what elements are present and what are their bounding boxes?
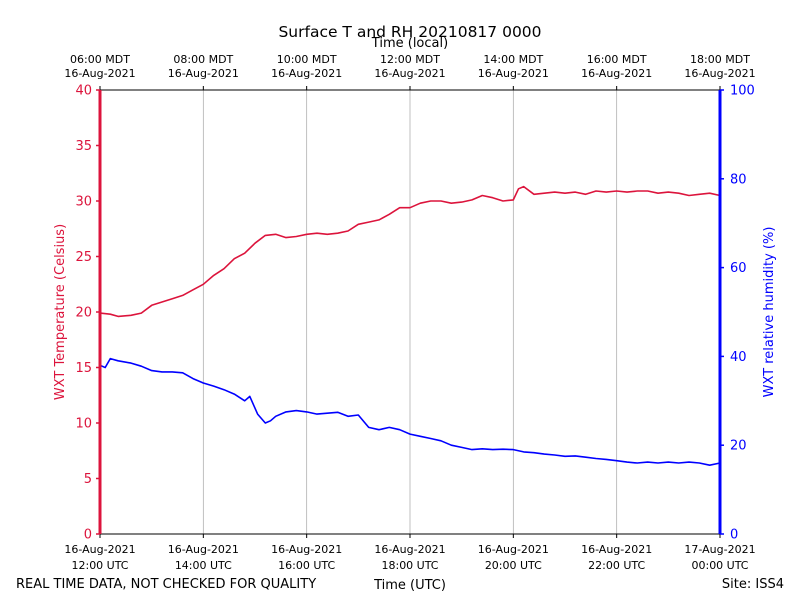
x-tick-label-date: 17-Aug-2021 xyxy=(684,543,755,556)
y-axis-left-ticks: 0 5 10 15 20 25 30 35 40 xyxy=(75,84,100,543)
y-left-tick-label: 20 xyxy=(75,306,92,321)
x-top-tick-label-date: 16-Aug-2021 xyxy=(64,67,135,80)
x-tick-label-date: 16-Aug-2021 xyxy=(478,543,549,556)
x-tick-label-time: 14:00 UTC xyxy=(175,559,232,572)
x-top-tick-label-date: 16-Aug-2021 xyxy=(271,67,342,80)
chart-title: Surface T and RH 20210817 0000 xyxy=(278,23,541,41)
y-right-tick-label: 80 xyxy=(730,172,747,187)
y-axis-right-ticks: 0 20 40 60 80 100 xyxy=(720,84,755,543)
x-tick-label-date: 16-Aug-2021 xyxy=(374,543,445,556)
x-top-tick-label-time: 18:00 MDT xyxy=(690,53,750,66)
y-left-tick-label: 40 xyxy=(75,84,92,99)
x-top-tick-label-time: 14:00 MDT xyxy=(483,53,543,66)
y-left-tick-label: 35 xyxy=(75,139,92,154)
x-gridlines xyxy=(202,90,618,534)
x-top-tick-label-date: 16-Aug-2021 xyxy=(374,67,445,80)
x-top-tick-label-time: 16:00 MDT xyxy=(587,53,647,66)
temperature-series-line xyxy=(99,185,721,318)
x-tick-label-time: 16:00 UTC xyxy=(278,559,335,572)
x-top-tick-label-date: 16-Aug-2021 xyxy=(478,67,549,80)
quality-disclaimer: REAL TIME DATA, NOT CHECKED FOR QUALITY xyxy=(16,577,316,592)
y-right-tick-label: 20 xyxy=(730,439,747,454)
humidity-series-line xyxy=(99,357,721,467)
y-right-tick-label: 60 xyxy=(730,261,747,276)
y-right-tick-label: 40 xyxy=(730,350,747,365)
x-tick-label-time: 22:00 UTC xyxy=(588,559,645,572)
x-top-tick-label-time: 06:00 MDT xyxy=(70,53,130,66)
x-tick-label-time: 20:00 UTC xyxy=(485,559,542,572)
y-left-tick-label: 30 xyxy=(75,195,92,210)
x-tick-label-date: 16-Aug-2021 xyxy=(168,543,239,556)
x-tick-label-date: 16-Aug-2021 xyxy=(271,543,342,556)
x-top-tick-label-time: 08:00 MDT xyxy=(173,53,233,66)
x-tick-label-date: 16-Aug-2021 xyxy=(581,543,652,556)
x-tick-label-time: 12:00 UTC xyxy=(71,559,128,572)
y-left-tick-label: 10 xyxy=(75,417,92,432)
top-axis-label: Time (local) xyxy=(371,36,448,51)
x-tick-label-date: 16-Aug-2021 xyxy=(64,543,135,556)
x-tick-label-time: 18:00 UTC xyxy=(381,559,438,572)
y-axis-right-label: WXT relative humidity (%) xyxy=(762,227,777,398)
y-axis-left-label: WXT Temperature (Celsius) xyxy=(53,224,68,400)
x-top-tick-label-date: 16-Aug-2021 xyxy=(168,67,239,80)
y-right-tick-label: 100 xyxy=(730,84,755,99)
x-top-tick-label-date: 16-Aug-2021 xyxy=(684,67,755,80)
y-left-tick-label: 25 xyxy=(75,250,92,265)
y-left-tick-label: 15 xyxy=(75,361,92,376)
x-axis-bottom-ticks: 16-Aug-2021 12:00 UTC 16-Aug-2021 14:00 UTC… xyxy=(64,534,756,572)
site-label: Site: ISS4 xyxy=(722,577,784,592)
y-left-tick-label: 5 xyxy=(84,472,92,487)
x-axis-label: Time (UTC) xyxy=(373,578,446,593)
x-top-tick-label-date: 16-Aug-2021 xyxy=(581,67,652,80)
x-top-tick-label-time: 12:00 MDT xyxy=(380,53,440,66)
y-right-tick-label: 0 xyxy=(730,528,738,543)
data-series xyxy=(99,185,721,467)
x-tick-label-time: 00:00 UTC xyxy=(691,559,748,572)
y-left-tick-label: 0 xyxy=(84,528,92,543)
x-top-tick-label-time: 10:00 MDT xyxy=(277,53,337,66)
